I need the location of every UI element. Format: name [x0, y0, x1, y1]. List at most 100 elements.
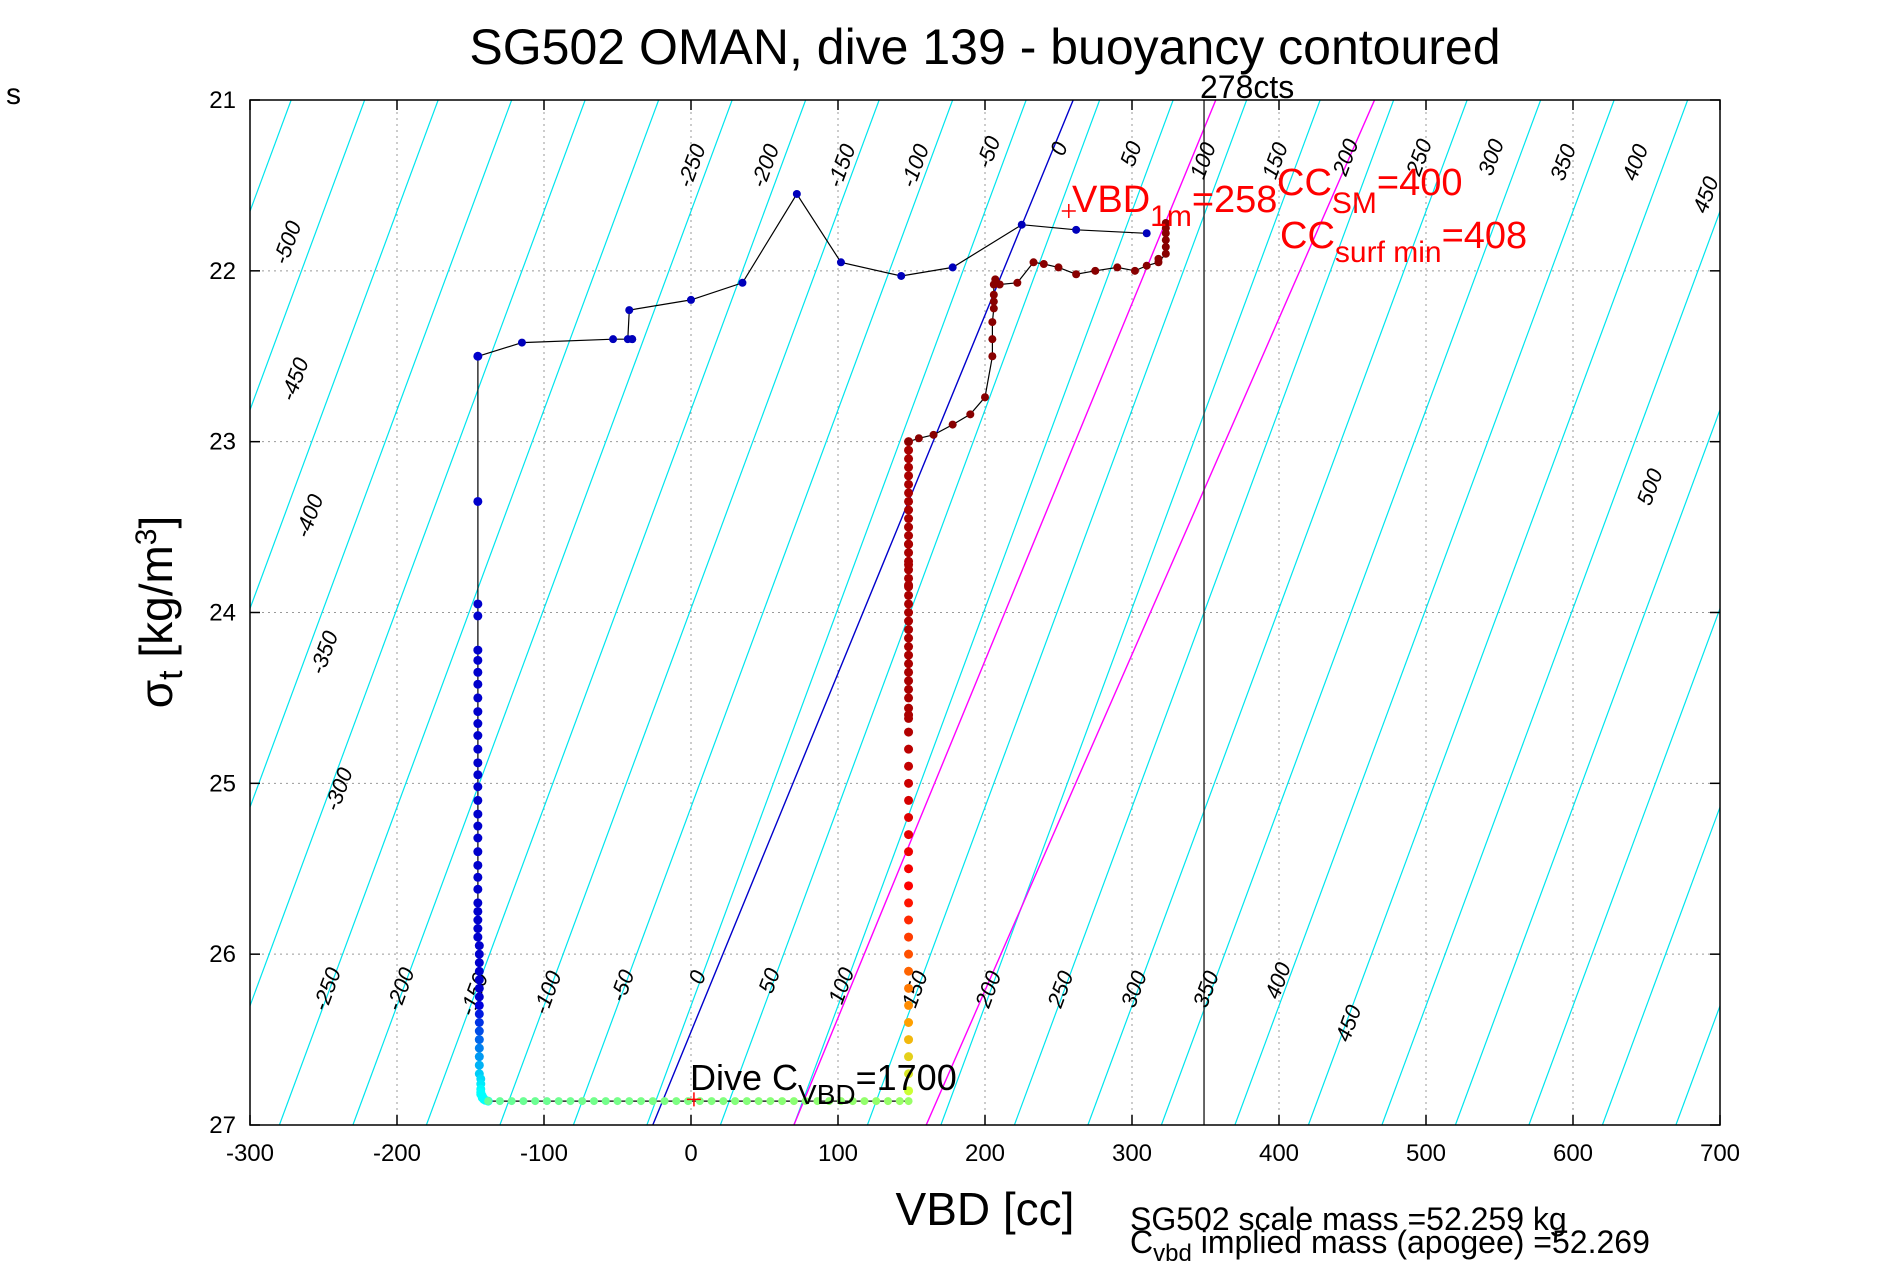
- cc-surf-min-annotation: CCsurf min=408: [1280, 215, 1527, 269]
- descent-point: [473, 782, 483, 792]
- bottom-point: [660, 1097, 669, 1106]
- ascent-point: [904, 539, 914, 549]
- descent-point: [473, 731, 483, 740]
- aux-path: [477, 192, 1147, 357]
- y-label-main: σ: [130, 680, 182, 708]
- ascent-upper-point: [989, 304, 998, 313]
- contour-label: -50: [971, 132, 1006, 171]
- ascent-point: [904, 949, 914, 959]
- vbd-main: VBD: [1072, 179, 1150, 221]
- dive-sub: VBD: [798, 1079, 856, 1110]
- contour-label: -150: [454, 969, 493, 1020]
- ascent-point: [904, 505, 914, 515]
- descent-point: [474, 1018, 484, 1027]
- ascent-point: [904, 744, 914, 754]
- contour-label: -200: [745, 140, 784, 191]
- ascent-point: [904, 479, 914, 489]
- contour-label: 300: [1473, 135, 1509, 179]
- descent-point: [473, 860, 483, 870]
- contour-label: 300: [1116, 967, 1152, 1011]
- x-tick-label: 500: [1406, 1140, 1446, 1167]
- vbd-sub: 1m: [1150, 200, 1192, 233]
- descent-point: [473, 351, 483, 361]
- data-series: [473, 189, 1170, 1107]
- contour-label: -450: [275, 354, 314, 405]
- contour-line: [1234, 100, 1615, 1125]
- y-label-sup: 3: [130, 529, 163, 546]
- contour-label: -400: [290, 490, 329, 541]
- dive-main: Dive C: [690, 1057, 798, 1098]
- contour-label: -200: [381, 963, 420, 1014]
- ascent-point: [904, 580, 914, 590]
- x-tick-label: 400: [1259, 1140, 1299, 1167]
- descent-point: [473, 847, 483, 857]
- bottom-point: [754, 1097, 763, 1106]
- descent-point: [473, 872, 483, 882]
- bottom-point: [531, 1097, 540, 1106]
- contour-label: 150: [897, 967, 933, 1011]
- reference-lines: [652, 100, 1376, 1125]
- bottom-point: [495, 1097, 504, 1106]
- descent-point: [474, 1052, 484, 1062]
- ascent-point: [904, 462, 914, 472]
- aux-point: [609, 335, 618, 344]
- bottom-point: [625, 1097, 634, 1106]
- ascent-point: [904, 1086, 914, 1096]
- contour-label: 350: [1545, 140, 1581, 184]
- ascent-upper-point: [1029, 258, 1038, 267]
- ascent-top-point: [1161, 236, 1170, 245]
- bottom-point: [825, 1097, 834, 1106]
- bottom-point: [895, 1097, 904, 1106]
- contour-label: 250: [1042, 967, 1079, 1012]
- bottom-point: [813, 1097, 822, 1106]
- dive-cvbd-annotation: Dive CVBD=1700: [690, 1057, 957, 1110]
- ascent-point: [904, 693, 914, 703]
- ascent-point: [904, 633, 914, 643]
- descent-point: [474, 1026, 484, 1036]
- contour-label: 400: [1260, 958, 1296, 1002]
- aux-point: [948, 263, 957, 272]
- ascent-upper-point: [1091, 266, 1100, 275]
- cc-sm-main: CC: [1277, 162, 1332, 204]
- bottom-point: [566, 1097, 575, 1106]
- aux-point: [1072, 225, 1081, 234]
- contour-label: -50: [605, 966, 640, 1005]
- ascent-upper-point: [995, 280, 1004, 289]
- x-tick-label: 600: [1553, 1140, 1593, 1167]
- x-tick-label: -300: [226, 1140, 274, 1167]
- vbd-value: =258: [1192, 179, 1278, 221]
- reference-line-surf: [925, 100, 1376, 1125]
- x-tick-label: 200: [965, 1140, 1005, 1167]
- descent-point: [473, 758, 483, 768]
- descent-point: [474, 1009, 484, 1019]
- bottom-point: [695, 1097, 704, 1106]
- aux-point: [1017, 220, 1026, 229]
- ascent-point: [904, 548, 914, 558]
- ascent-point: [904, 703, 914, 713]
- ascent-point: [904, 795, 914, 805]
- footer-line-1: SG502 scale mass =52.259 kg: [1130, 1201, 1567, 1237]
- ascent-point: [904, 898, 914, 908]
- contour-label: 200: [970, 967, 1007, 1012]
- ascent-point: [904, 1018, 914, 1027]
- ascent-upper-point: [988, 352, 997, 361]
- ascent-point: [904, 830, 914, 840]
- descent-point: [474, 949, 484, 959]
- vbd-1m-annotation: VBD1m=258: [1072, 179, 1277, 233]
- cc-sm-sub: SM: [1332, 187, 1377, 220]
- ascent-upper-point: [1054, 263, 1063, 272]
- bottom-point: [589, 1097, 598, 1106]
- reference-line-sm: [793, 100, 1217, 1125]
- ascent-point: [904, 727, 914, 737]
- ascent-point: [904, 590, 914, 600]
- y-tick-label: 22: [209, 258, 236, 285]
- bottom-point: [707, 1097, 716, 1106]
- bottom-point: [637, 1097, 646, 1106]
- contour-label: 50: [753, 964, 785, 996]
- cc-surf-value: =408: [1442, 215, 1528, 257]
- descent-point: [473, 679, 483, 689]
- y-tick-label: 27: [209, 1112, 236, 1139]
- contour-label: -250: [672, 140, 711, 191]
- ascent-point: [904, 1035, 914, 1045]
- y-axis-label: σt [kg/m3]: [130, 516, 190, 709]
